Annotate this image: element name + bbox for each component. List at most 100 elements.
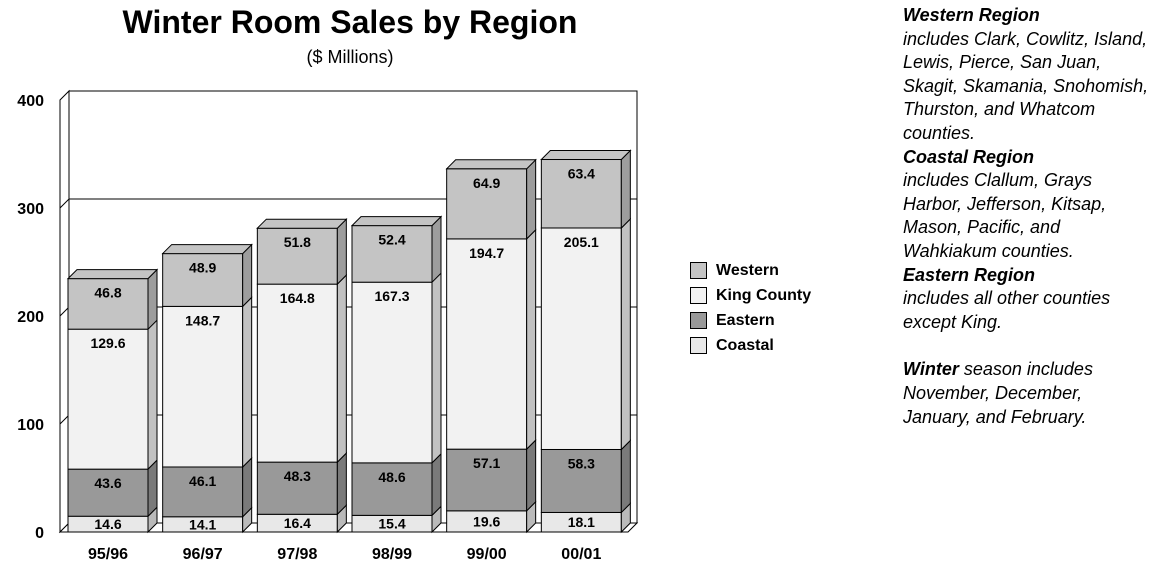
bar-top: [445, 159, 537, 170]
data-label-eastern: 46.1: [189, 473, 216, 489]
bar-side-eastern: [336, 451, 347, 516]
legend-label-king-county: King County: [716, 286, 812, 304]
bar-side-eastern: [620, 439, 631, 514]
data-label-western: 52.4: [378, 232, 405, 248]
data-label-king-county: 205.1: [564, 234, 599, 250]
bar-top: [350, 216, 443, 227]
bar-segment-king-county: [256, 283, 338, 463]
bar-side-eastern: [147, 458, 158, 518]
bar-top: [161, 244, 253, 255]
data-label-king-county: 164.8: [280, 290, 315, 306]
bar-side-eastern: [242, 456, 253, 518]
data-label-coastal: 18.1: [568, 514, 595, 530]
x-tick-label: 99/00: [467, 546, 507, 563]
y-tick-label: 400: [17, 93, 44, 110]
bar-side-western: [147, 268, 158, 331]
x-tick-label: 95/96: [88, 546, 128, 563]
legend-item-eastern: Eastern: [690, 308, 811, 333]
note-eastern-title: Eastern Region: [903, 264, 1036, 285]
note-coastal: Coastal Region includes Clallum, Grays H…: [903, 146, 1151, 264]
bar-side-western: [526, 158, 537, 241]
legend-label-coastal: Coastal: [716, 336, 774, 354]
legend-item-western: Western: [690, 258, 811, 283]
legend-swatch-western: [690, 262, 707, 279]
y-tick-label: 300: [17, 201, 44, 218]
legend-item-coastal: Coastal: [690, 333, 811, 358]
data-label-king-county: 129.6: [90, 335, 125, 351]
data-label-western: 46.8: [94, 285, 121, 301]
x-tick-label: 98/99: [372, 546, 412, 563]
data-label-king-county: 148.7: [185, 312, 220, 328]
bar-segment-western: [446, 168, 528, 240]
chart-subtitle: ($ Millions): [306, 47, 394, 67]
chart-title: Winter Room Sales by Region: [122, 4, 578, 40]
x-tick-label: 97/98: [277, 546, 317, 563]
data-label-western: 48.9: [189, 260, 216, 276]
chart-legend: Western King County Eastern Coastal: [690, 258, 811, 358]
data-label-eastern: 43.6: [94, 475, 121, 491]
legend-swatch-coastal: [690, 337, 707, 354]
bar-segment-king-county: [446, 238, 528, 450]
note-winter: Winter season includes November, Decembe…: [903, 358, 1151, 429]
x-tick-label: 00/01: [561, 546, 601, 563]
bar-top: [540, 150, 632, 161]
y-tick-label: 100: [17, 417, 44, 434]
data-label-king-county: 194.7: [469, 245, 504, 261]
x-tick-label: 96/97: [183, 546, 223, 563]
bar-side-king-county: [620, 217, 631, 451]
note-coastal-title: Coastal Region: [903, 146, 1035, 167]
note-coastal-text: includes Clallum, Grays Harbor, Jefferso…: [903, 170, 1107, 261]
legend-label-eastern: Eastern: [716, 311, 775, 329]
region-notes: Western Region includes Clark, Cowlitz, …: [903, 4, 1151, 429]
data-label-western: 51.8: [284, 234, 311, 250]
bar-side-western: [431, 215, 442, 284]
bar-side-king-county: [526, 228, 537, 451]
note-eastern-text: includes all other counties except King.: [903, 288, 1111, 332]
y-tick-label: 200: [17, 309, 44, 326]
data-label-coastal: 15.4: [378, 516, 405, 532]
bar-side-eastern: [431, 452, 442, 517]
note-western-text: includes Clark, Cowlitz, Island, Lewis, …: [903, 28, 1149, 143]
note-western-title: Western Region: [903, 5, 1040, 25]
legend-label-western: Western: [716, 261, 779, 279]
bar-side-king-county: [431, 271, 442, 465]
bar-side-western: [620, 149, 631, 230]
note-eastern: Eastern Region includes all other counti…: [903, 264, 1151, 335]
legend-swatch-eastern: [690, 312, 707, 329]
data-label-western: 63.4: [568, 166, 595, 182]
note-western: Western Region includes Clark, Cowlitz, …: [903, 4, 1151, 146]
bar-segment-king-county: [67, 328, 149, 470]
note-winter-text: season includes November, December, Janu…: [903, 359, 1093, 427]
bar-side-king-county: [147, 318, 158, 471]
bar-side-western: [242, 243, 253, 308]
data-label-king-county: 167.3: [374, 288, 409, 304]
bar-segment-eastern: [540, 448, 622, 513]
data-label-coastal: 16.4: [284, 515, 311, 531]
data-label-eastern: 48.6: [378, 469, 405, 485]
data-label-coastal: 19.6: [473, 513, 500, 529]
gridline-side: [59, 198, 70, 209]
data-label-coastal: 14.1: [189, 516, 216, 532]
data-label-eastern: 48.3: [284, 468, 311, 484]
y-tick-label: 0: [35, 525, 44, 542]
bar-segment-king-county: [540, 227, 622, 450]
legend-item-king-county: King County: [690, 283, 811, 308]
note-winter-title: Winter: [903, 359, 959, 380]
bar-side-king-county: [242, 296, 253, 469]
bar-segment-western: [540, 159, 622, 229]
bar-segment-king-county: [162, 305, 244, 468]
bar-segment-western: [351, 225, 433, 283]
stacked-bar-chart: 0 100 200 300 400 14.6 43.6 129.6 46.8 95/96 14.1 4…: [17, 89, 639, 563]
bar-top: [256, 218, 348, 229]
data-label-western: 64.9: [473, 175, 500, 191]
bar-side-western: [336, 217, 347, 286]
bar-top: [66, 269, 159, 280]
data-label-coastal: 14.6: [94, 516, 121, 532]
bar-segment-eastern: [256, 461, 338, 515]
bar-segment-king-county: [351, 281, 433, 464]
data-label-eastern: 58.3: [568, 455, 595, 471]
bar-side-king-county: [336, 273, 347, 464]
legend-swatch-king-county: [690, 287, 707, 304]
bar-segment-western: [67, 278, 149, 330]
bar-side-eastern: [526, 438, 537, 513]
